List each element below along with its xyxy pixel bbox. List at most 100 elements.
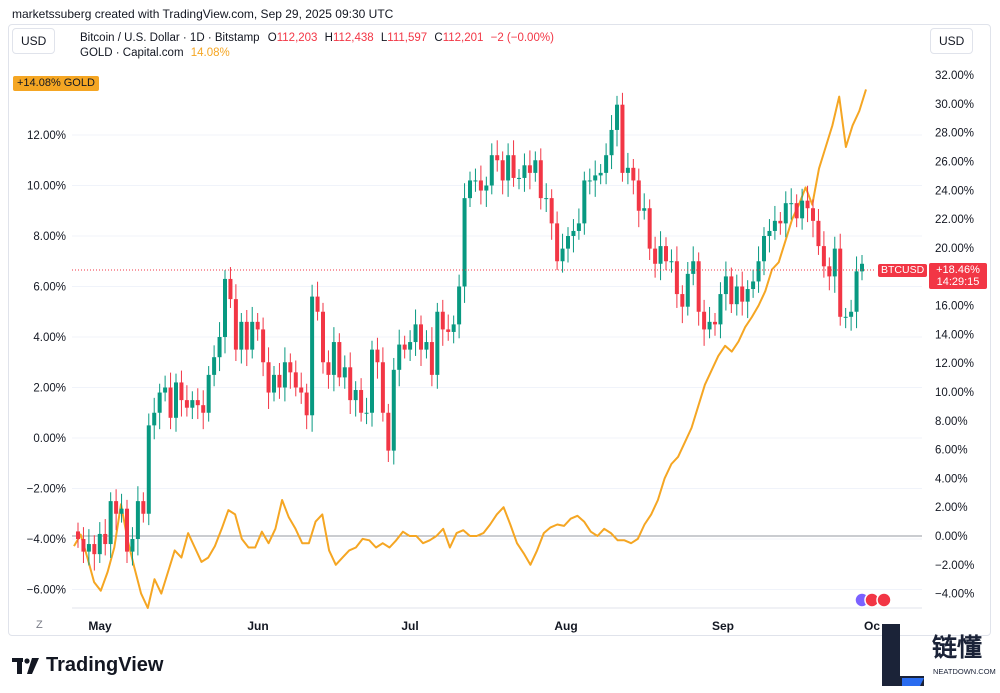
x-axis: May Jun Jul Aug Sep Oc (72, 607, 922, 633)
left-tick-label: 0.00% (33, 433, 66, 445)
candle-body (772, 220, 777, 231)
candle-body (669, 261, 674, 263)
price-line (72, 269, 892, 608)
candle-body (397, 344, 402, 370)
candle-body (555, 223, 560, 262)
candle-body (239, 321, 244, 350)
watermark-cn: 链懂 (932, 633, 982, 662)
gold-series (73, 89, 867, 609)
candle-body (103, 533, 108, 545)
candle-body (609, 129, 614, 156)
candle-body (615, 104, 619, 130)
candle-body (718, 294, 723, 325)
legend-compare-row: GOLD · Capital.com 14.08% (80, 46, 554, 61)
right-axis: 32.00% 30.00% 28.00% 26.00% 24.00% 22.00% 20.0… (935, 70, 974, 601)
candle-body (255, 321, 260, 330)
right-unit-button[interactable]: USD (930, 28, 974, 54)
candle-body (805, 200, 810, 209)
legend-open-value: 112,203 (276, 32, 318, 44)
candle-body (76, 531, 80, 539)
candle-body (527, 165, 532, 173)
candle-body (342, 367, 347, 378)
candle-body (674, 261, 679, 295)
candle-body (359, 390, 364, 413)
watermark-logo-icon (882, 624, 924, 686)
candle-body (478, 180, 483, 191)
candle-body (261, 329, 266, 363)
candle-body (92, 544, 97, 555)
candle-body (223, 278, 227, 337)
candle-body (680, 294, 685, 307)
right-tick-label: 6.00% (935, 445, 968, 457)
right-tick-label: 8.00% (935, 416, 968, 428)
candle-body (636, 180, 641, 211)
candle-body (315, 296, 320, 312)
right-tick-label: 22.00% (935, 214, 974, 226)
legend-high-value: 112,438 (332, 32, 374, 44)
right-tick-label: −4.00% (935, 589, 974, 601)
brand-name: TradingView (46, 654, 164, 676)
legend-compare-value: 14.08% (190, 47, 230, 59)
candle-body (740, 286, 745, 302)
candle-body (331, 342, 336, 375)
gold-line (73, 89, 867, 609)
candle-body (582, 180, 587, 224)
x-tick-label: Aug (554, 619, 577, 633)
candle-body (250, 321, 255, 350)
right-tick-label: 4.00% (935, 473, 968, 485)
candle-body (489, 155, 494, 186)
candle-body (685, 273, 690, 307)
candle-body (653, 248, 658, 264)
right-tick-label: 16.00% (935, 301, 974, 313)
candle-body (816, 220, 821, 247)
candle-body (533, 160, 538, 173)
candle-body (299, 387, 304, 393)
candle-body (179, 382, 184, 401)
legend-close-value: 112,201 (442, 32, 484, 44)
candle-body (794, 203, 799, 219)
candle-body (691, 261, 696, 274)
left-unit-button[interactable]: USD (12, 28, 56, 54)
candle-body (707, 321, 712, 330)
candle-body (484, 185, 489, 191)
candle-body (576, 223, 581, 231)
right-tick-label: 24.00% (935, 185, 974, 197)
candle-body (125, 508, 129, 552)
legend-main-symbol[interactable]: Bitcoin / U.S. Dollar · 1D · Bitstamp (80, 32, 260, 44)
candle-body (495, 155, 500, 161)
candle-body (157, 392, 162, 413)
candle-body (658, 246, 663, 264)
right-tick-label: 20.00% (935, 243, 974, 255)
left-tick-label: 8.00% (33, 231, 66, 243)
candle-body (511, 155, 516, 178)
right-tick-label: 0.00% (935, 531, 968, 543)
legend: Bitcoin / U.S. Dollar · 1D · Bitstamp O1… (80, 31, 554, 61)
candle-body (506, 155, 511, 181)
candle-body (843, 316, 848, 318)
candle-body (408, 342, 413, 350)
left-tick-label: 6.00% (33, 282, 66, 294)
x-tick-label: Jul (401, 619, 418, 633)
candle-body (429, 342, 434, 375)
candle-body (266, 362, 271, 393)
candle-body (783, 203, 788, 224)
candle-body (587, 180, 592, 182)
candle-body (462, 198, 467, 287)
x-tick-label: May (88, 619, 112, 633)
auto-scale-icon[interactable]: Z (36, 619, 43, 631)
candle-body (849, 311, 854, 317)
candle-body (174, 382, 178, 418)
right-tick-label: 14.00% (935, 329, 974, 341)
legend-compare-symbol[interactable]: GOLD · Capital.com (80, 47, 184, 59)
candle-body (81, 539, 86, 552)
candle-body (97, 533, 102, 555)
x-tick-label: Jun (247, 619, 268, 633)
btc-symbol-tag: BTCUSD (878, 264, 928, 277)
candle-body (762, 236, 766, 262)
candle-body (217, 337, 222, 358)
chart-frame (8, 24, 991, 636)
candle-body (370, 349, 374, 413)
candle-body (277, 374, 282, 388)
candle-body (391, 369, 396, 451)
